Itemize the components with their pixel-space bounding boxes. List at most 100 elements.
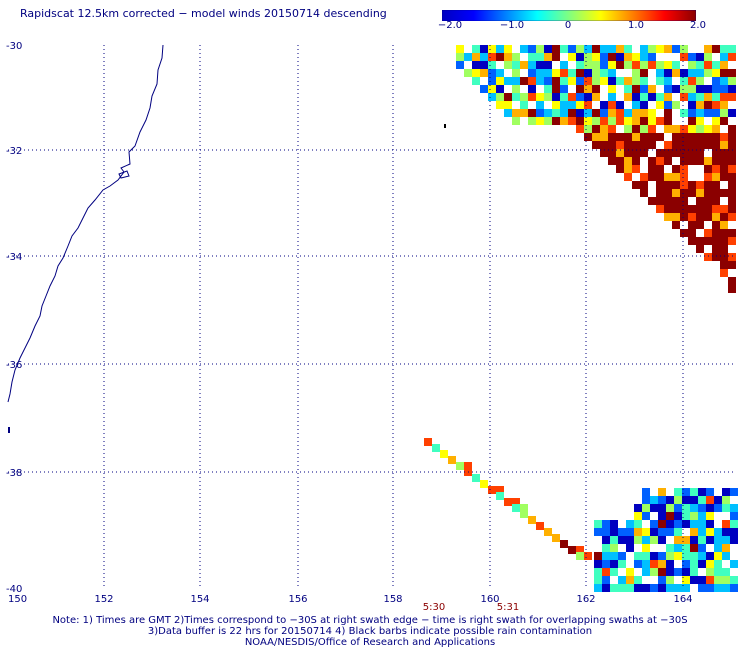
wind-cell [712,45,720,53]
wind-cell [552,53,560,61]
wind-cell [576,552,584,560]
wind-cell [488,69,496,77]
wind-cell [728,77,736,85]
wind-cell [624,45,632,53]
wind-cell [528,61,536,69]
wind-cell [672,165,680,173]
wind-cell [720,205,728,213]
wind-cell [722,544,730,552]
wind-cell [666,552,674,560]
wind-cell [688,181,696,189]
wind-cell [680,229,688,237]
wind-cell [656,205,664,213]
wind-cell [568,77,576,85]
wind-cell [672,85,680,93]
wind-cell [720,253,728,261]
wind-cell [656,173,664,181]
wind-cell [640,77,648,85]
wind-cell [640,45,648,53]
wind-cell [712,85,720,93]
wind-cell [666,504,674,512]
wind-cell [560,117,568,125]
wind-cell [456,61,464,69]
wind-cell [488,45,496,53]
wind-cell [640,125,648,133]
wind-cell [592,93,600,101]
wind-cell [568,546,576,554]
wind-cell [608,149,616,157]
wind-cell [496,53,504,61]
wind-cell [592,53,600,61]
wind-cell [648,141,656,149]
wind-cell [600,53,608,61]
wind-cell [720,269,728,277]
wind-cell [656,181,664,189]
wind-cell [648,93,656,101]
wind-cell [720,221,728,229]
wind-cell [706,504,714,512]
latitude-tick-label: -38 [6,468,22,479]
wind-cell [650,568,658,576]
wind-cell [640,149,648,157]
wind-cell [664,101,672,109]
wind-cell [592,77,600,85]
wind-cell [634,552,642,560]
wind-cell [688,213,696,221]
wind-cell [576,109,584,117]
wind-cell [640,141,648,149]
wind-cell [706,568,714,576]
wind-cell [714,544,722,552]
wind-cell [712,229,720,237]
wind-cell [666,560,674,568]
wind-cell [616,141,624,149]
wind-cell [512,53,520,61]
wind-cell [720,173,728,181]
wind-cell [608,93,616,101]
wind-cell [632,141,640,149]
wind-cell [544,69,552,77]
wind-cell [722,536,730,544]
wind-cell [480,61,488,69]
footnote-line-3: NOAA/NESDIS/Office of Research and Appli… [244,637,496,648]
wind-cell [672,149,680,157]
wind-cell [650,552,658,560]
wind-cell [544,85,552,93]
wind-cell [714,560,722,568]
wind-cell [664,213,672,221]
wind-cell [496,45,504,53]
wind-cell [728,253,736,261]
wind-cell [536,53,544,61]
wind-cell [656,77,664,85]
wind-cell [632,157,640,165]
wind-cell [658,488,666,496]
wind-cell [602,536,610,544]
wind-cell [682,584,690,592]
wind-cell [682,568,690,576]
wind-cell [576,117,584,125]
wind-cell [472,474,480,482]
wind-cell [666,528,674,536]
swath-time-1: 5:30 [423,602,445,612]
wind-cell [720,45,728,53]
wind-cell [690,512,698,520]
wind-cell [602,584,610,592]
wind-cell [730,584,738,592]
wind-cell [624,125,632,133]
wind-cell [456,53,464,61]
wind-cell [602,552,610,560]
wind-cell [666,576,674,584]
wind-cell [642,584,650,592]
wind-cell [658,504,666,512]
wind-cell [648,61,656,69]
wind-cell [714,504,722,512]
wind-cell [568,69,576,77]
wind-cell [690,536,698,544]
wind-cell [720,141,728,149]
wind-cell [722,488,730,496]
wind-cell [594,552,602,560]
wind-cell [680,125,688,133]
wind-cell [602,568,610,576]
wind-cell [616,77,624,85]
wind-cell [712,133,720,141]
wind-cell [682,504,690,512]
